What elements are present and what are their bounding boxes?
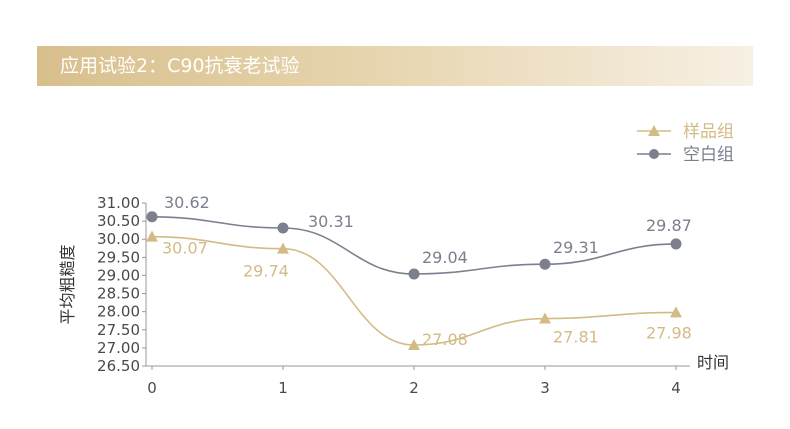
y-tick-label: 30.00 [97, 230, 140, 248]
y-tick-label: 28.50 [97, 285, 140, 303]
y-tick-label: 30.50 [97, 212, 140, 230]
data-label: 30.62 [164, 193, 210, 212]
triangle-marker [539, 312, 551, 324]
y-tick-label: 31.00 [97, 194, 140, 212]
triangle-marker [408, 338, 420, 350]
x-tick-label: 3 [540, 379, 550, 397]
data-label: 27.08 [422, 330, 468, 349]
x-tick-label: 2 [409, 379, 419, 397]
series-markers [146, 211, 682, 350]
circle-marker [670, 238, 682, 250]
y-tick-label: 29.00 [97, 266, 140, 284]
data-label: 27.81 [553, 328, 599, 347]
y-tick-label: 27.50 [97, 321, 140, 339]
title-banner: 应用试验2：C90抗衰老试验 [37, 46, 753, 86]
data-label: 30.31 [308, 212, 354, 231]
legend-label: 空白组 [683, 145, 734, 165]
x-axis-title: 时间 [697, 353, 729, 372]
data-label: 29.87 [646, 216, 692, 235]
circle-marker [539, 258, 551, 270]
circle-marker [408, 268, 420, 280]
data-label: 27.98 [646, 323, 692, 342]
x-tick-label: 1 [278, 379, 288, 397]
y-tick-label: 28.00 [97, 303, 140, 321]
legend-triangle-icon [648, 125, 660, 136]
circle-marker [277, 222, 289, 234]
axes: 26.5027.0027.5028.0028.5029.0029.5030.00… [58, 194, 729, 397]
y-tick-label: 26.50 [97, 357, 140, 375]
triangle-marker [670, 306, 682, 318]
triangle-marker [277, 242, 289, 254]
legend-circle-icon [649, 149, 659, 159]
x-tick-label: 4 [671, 379, 681, 397]
data-labels: 30.07 29.74 27.08 27.81 27.98 30.62 30.31 29.04… [162, 193, 692, 349]
circle-marker [146, 211, 158, 223]
data-label: 29.31 [553, 238, 599, 257]
triangle-marker [146, 230, 158, 242]
y-axis-title: 平均粗糙度 [58, 244, 77, 324]
y-tick-label: 29.50 [97, 248, 140, 266]
data-label: 29.74 [243, 262, 289, 281]
y-tick-label: 27.00 [97, 339, 140, 357]
series-lines [151, 215, 677, 346]
x-tick-label: 0 [147, 379, 157, 397]
legend-label: 样品组 [683, 122, 734, 142]
data-label: 30.07 [162, 239, 208, 258]
data-label: 29.04 [422, 248, 468, 267]
chart-title: 应用试验2：C90抗衰老试验 [60, 55, 300, 77]
